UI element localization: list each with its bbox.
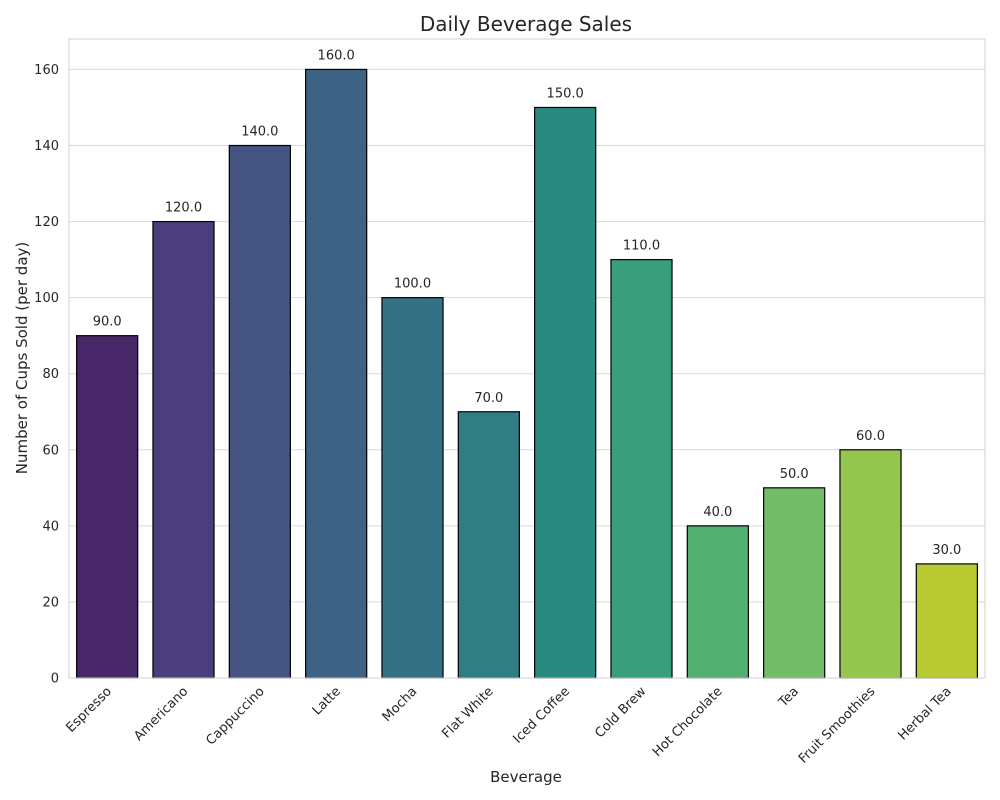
x-tick-label: Americano [131, 684, 191, 744]
y-tick-label: 120 [34, 215, 59, 230]
x-tick-label: Cold Brew [592, 684, 649, 741]
y-tick-label: 80 [42, 367, 59, 382]
y-tick-label: 160 [34, 63, 59, 78]
bar-value-label: 160.0 [318, 48, 355, 63]
x-tick-label: Tea [775, 684, 802, 711]
bar [763, 487, 826, 679]
bar [76, 335, 139, 679]
bar [610, 259, 673, 679]
bar-value-label: 100.0 [394, 277, 431, 292]
x-axis-label: Beverage [490, 768, 562, 786]
y-tick-label: 20 [42, 595, 59, 610]
bar [457, 411, 520, 679]
bar [686, 525, 749, 679]
bar-value-label: 90.0 [93, 315, 122, 330]
x-tick-label: Espresso [64, 684, 116, 736]
x-tick-label: Cappuccino [203, 684, 267, 748]
bar [152, 220, 215, 679]
gridlines [69, 68, 985, 679]
bar-value-label: 50.0 [780, 467, 809, 482]
bar [915, 563, 978, 679]
bar-value-label: 30.0 [932, 543, 961, 558]
x-tick-label: Flat White [439, 684, 496, 741]
bar [534, 106, 597, 679]
x-tick-label: Mocha [380, 684, 421, 725]
y-tick-label: 100 [34, 291, 59, 306]
bar-value-label: 140.0 [241, 125, 278, 140]
bar-value-label: 70.0 [474, 391, 503, 406]
plot-frame [68, 38, 986, 679]
bar [228, 144, 291, 679]
bar [381, 297, 444, 679]
x-tick-label: Latte [310, 684, 344, 718]
chart-title: Daily Beverage Sales [420, 12, 632, 36]
x-tick-label: Hot Chocolate [650, 684, 726, 760]
y-tick-label: 140 [34, 139, 59, 154]
bar-value-label: 110.0 [623, 239, 660, 254]
bar-value-label: 120.0 [165, 201, 202, 216]
x-tick-label: Fruit Smoothies [796, 684, 879, 767]
x-axis-ticks: Espresso Americano Cappuccino Latte Mocha Fla… [64, 684, 955, 767]
bars [76, 68, 978, 679]
x-tick-label: Iced Coffee [511, 684, 573, 746]
bar-value-label: 150.0 [547, 86, 584, 101]
y-axis-label: Number of Cups Sold (per day) [13, 242, 31, 474]
x-tick-label: Herbal Tea [895, 684, 954, 743]
y-axis-ticks: 0 20 40 60 80 100 120 140 160 [34, 63, 59, 687]
y-tick-label: 0 [51, 672, 59, 687]
bar-value-labels: 90.0 120.0 140.0 160.0 100.0 70.0 150.0 110.0 40… [93, 48, 962, 557]
bar-value-label: 40.0 [703, 505, 732, 520]
y-tick-label: 40 [42, 519, 59, 534]
bar [839, 449, 902, 679]
bar-value-label: 60.0 [856, 429, 885, 444]
y-tick-label: 60 [42, 443, 59, 458]
bar [305, 68, 368, 679]
